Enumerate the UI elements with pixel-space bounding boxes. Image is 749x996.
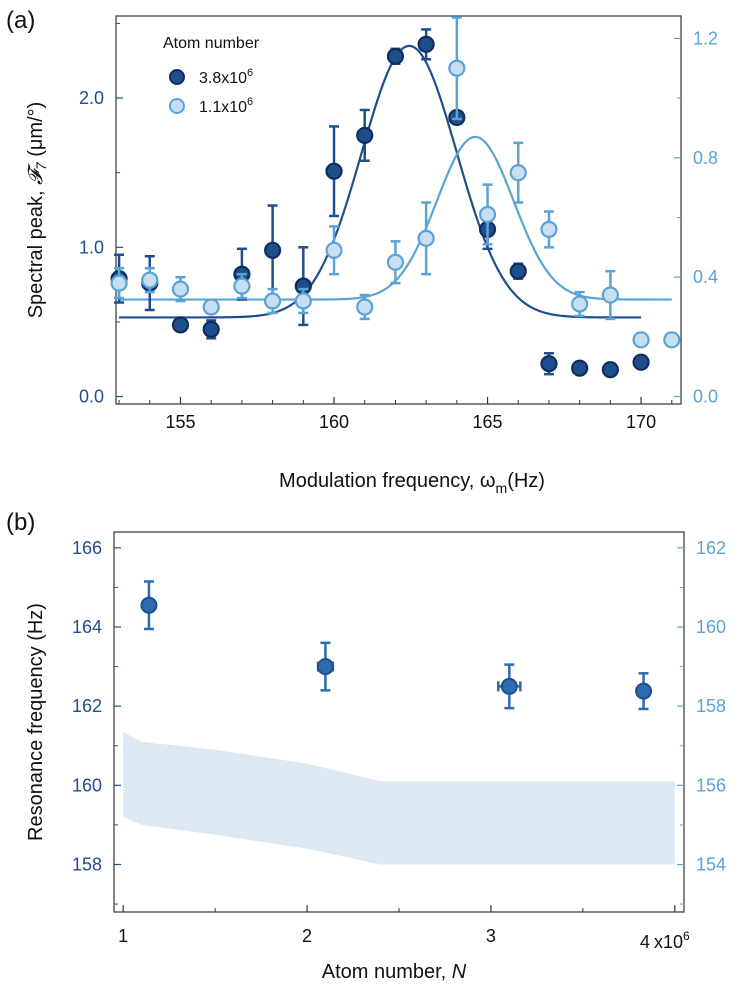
legend-title: Atom number — [163, 35, 260, 52]
data-point-series-2 — [233, 277, 251, 295]
data-point-series-2 — [356, 298, 374, 316]
x-tick-label: 155 — [165, 412, 195, 432]
panel-a: (a) 155 160 165 170 0.0 1.0 2.0 0.0 0.4 0.8 1.2 At… — [6, 7, 718, 496]
data-point — [316, 658, 334, 676]
y-right-tick-label: 156 — [696, 775, 726, 795]
x-tick-label: 170 — [626, 412, 656, 432]
x-tick-label: 3 — [486, 926, 496, 946]
panel-b-data-layer — [140, 580, 653, 711]
panel-a-frame — [115, 15, 682, 405]
data-point-series-2 — [571, 295, 589, 313]
data-point-series-1 — [356, 126, 374, 144]
fit-curve-series-1 — [119, 44, 642, 319]
legend-marker-series-2 — [169, 98, 185, 114]
y-left-tick-label: 162 — [72, 696, 102, 716]
data-point-series-2 — [202, 298, 220, 316]
data-point-series-2 — [417, 229, 435, 247]
data-point-series-2 — [509, 164, 527, 182]
data-point — [500, 677, 518, 695]
data-point-series-2 — [663, 331, 681, 349]
y-right-tick-label: 1.2 — [693, 28, 718, 48]
y-left-tick-label: 1.0 — [79, 237, 104, 257]
panel-b-ticks: 1 2 3 158 160 162 164 166 154 156 158 160 162 — [72, 538, 726, 946]
y-right-tick-label: 162 — [696, 538, 726, 558]
panel-a-ylabel: Spectral peak, 𝓕7 (μm/°) — [23, 102, 49, 319]
data-point-series-2 — [141, 271, 159, 289]
data-point-series-1 — [325, 162, 343, 180]
data-point-series-1 — [202, 320, 220, 338]
data-point-series-2 — [325, 241, 343, 259]
panel-a-label: (a) — [6, 7, 35, 34]
y-right-tick-label: 154 — [696, 855, 726, 875]
data-point-series-1 — [632, 353, 650, 371]
data-point-series-2 — [478, 205, 497, 224]
data-point-series-2 — [601, 286, 619, 304]
panel-a-ticks: 155 160 165 170 0.0 1.0 2.0 0.0 0.4 0.8 1.2 — [79, 22, 718, 432]
data-point — [635, 682, 653, 700]
panel-b-label: (b) — [6, 509, 35, 536]
data-point-series-1 — [601, 361, 619, 379]
data-point-series-1 — [171, 316, 190, 334]
data-point — [140, 596, 158, 614]
data-point-series-1 — [571, 359, 589, 377]
panel-b-ylabel: Resonance frequency (Hz) — [25, 603, 47, 841]
legend-label-series-2: 1.1x106 — [199, 96, 253, 116]
y-right-tick-label: 0.0 — [693, 387, 718, 407]
y-right-tick-label: 0.4 — [693, 267, 718, 287]
data-point-series-2 — [294, 292, 312, 310]
data-point-series-2 — [171, 280, 190, 298]
y-left-tick-label: 0.0 — [79, 387, 104, 407]
y-left-tick-label: 2.0 — [79, 88, 104, 108]
data-point-series-2 — [386, 253, 405, 271]
x-tick-label: 2 — [302, 926, 312, 946]
data-point-series-1 — [509, 262, 527, 280]
data-point-series-2 — [632, 331, 650, 349]
y-left-tick-label: 166 — [72, 538, 102, 558]
y-left-tick-label: 160 — [72, 775, 102, 795]
data-point-series-1 — [264, 241, 282, 259]
data-point-series-2 — [110, 274, 128, 292]
y-left-tick-label: 158 — [72, 855, 102, 875]
x-tick-label: 1 — [118, 926, 128, 946]
panel-a-xlabel: Modulation frequency, ωm(Hz) — [279, 470, 545, 496]
panel-b-xlabel: Atom number, N — [322, 961, 467, 983]
panel-b-band-layer — [123, 731, 675, 865]
y-right-tick-label: 158 — [696, 696, 726, 716]
panel-a-data-layer — [110, 16, 681, 379]
legend-marker-series-1 — [169, 69, 185, 85]
y-right-tick-label: 0.8 — [693, 148, 718, 168]
data-point-series-2 — [448, 59, 466, 77]
data-point-series-2 — [264, 292, 282, 310]
panel-b-x-scale-label: 4 x106 — [640, 929, 690, 952]
data-point-series-1 — [540, 355, 558, 373]
y-right-tick-label: 160 — [696, 617, 726, 637]
theory-band — [123, 731, 675, 865]
panel-a-legend: Atom number 3.8x106 1.1x106 — [163, 35, 260, 116]
data-point-series-1 — [417, 35, 435, 53]
y-left-tick-label: 164 — [72, 617, 102, 637]
x-tick-label: 160 — [319, 412, 349, 432]
x-tick-label: 165 — [473, 412, 503, 432]
legend-label-series-1: 3.8x106 — [199, 67, 253, 87]
data-point-series-2 — [540, 220, 558, 238]
data-point-series-1 — [386, 47, 405, 65]
